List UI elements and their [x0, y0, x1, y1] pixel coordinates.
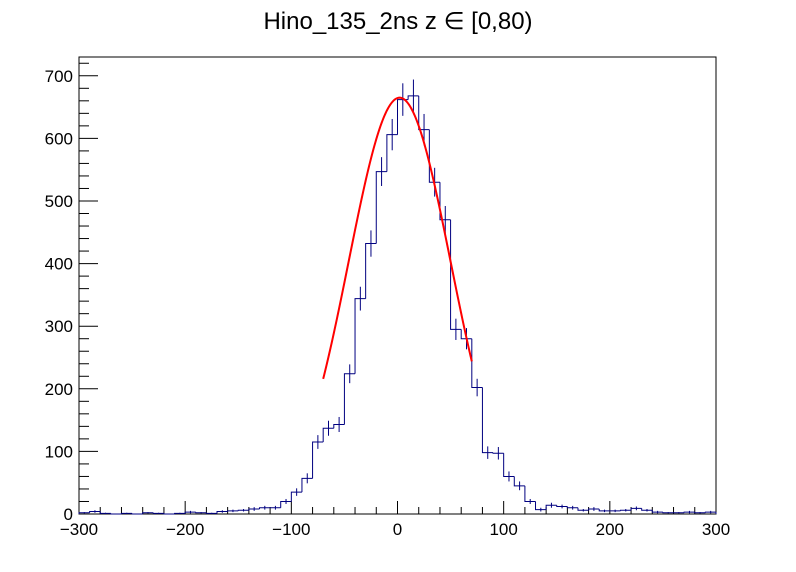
y-tick-label: 500 — [45, 192, 73, 211]
chart-title: Hino_135_2ns z ∈ [0,80) — [263, 8, 532, 35]
x-tick-label: 100 — [489, 520, 517, 539]
histogram-bin — [630, 507, 642, 511]
histogram-bin — [301, 477, 313, 493]
x-tick-label: −200 — [166, 520, 204, 539]
histogram-bin — [577, 507, 589, 511]
histogram-bin — [513, 476, 525, 487]
histogram-bin — [418, 95, 430, 131]
histogram-bin — [227, 510, 239, 512]
histogram-bin — [407, 95, 419, 100]
histogram-bin — [174, 512, 186, 514]
histogram-bin — [237, 509, 249, 511]
fit-curve-layer — [322, 96, 473, 380]
histogram-bin — [492, 452, 504, 454]
y-tick-label: 300 — [45, 317, 73, 336]
y-tick-label: 100 — [45, 442, 73, 461]
histogram-bin — [89, 510, 101, 513]
histogram-bin — [588, 508, 600, 511]
histogram-bin — [428, 129, 440, 183]
histogram-bin — [598, 508, 610, 512]
histogram-bin — [386, 134, 398, 172]
error-bars — [83, 79, 712, 514]
histogram-bin — [184, 511, 196, 514]
y-tick-label: 200 — [45, 380, 73, 399]
histogram-bin — [662, 512, 674, 514]
histogram-bin — [694, 512, 706, 514]
histogram-bin — [163, 513, 175, 515]
histogram-bin — [322, 427, 334, 443]
histogram-bin — [152, 512, 164, 514]
x-tick-label: 300 — [702, 520, 730, 539]
x-tick-label: 0 — [393, 520, 402, 539]
histogram-bin — [365, 243, 377, 299]
histogram-bin — [78, 512, 90, 514]
histogram-bins — [78, 95, 717, 515]
histogram-bin — [280, 500, 292, 508]
histogram-bin — [205, 512, 218, 514]
histogram-bin — [216, 510, 228, 514]
histogram-bin — [333, 423, 345, 429]
histogram-bin — [704, 511, 716, 513]
y-tick-label: 400 — [45, 255, 73, 274]
y-tick-label: 0 — [64, 505, 73, 524]
histogram-bin — [375, 171, 387, 244]
x-tick-label: 200 — [596, 520, 624, 539]
histogram-bin — [545, 504, 557, 510]
x-tick-label: −300 — [60, 520, 98, 539]
histogram-bin — [290, 491, 302, 502]
histogram-bin — [142, 512, 154, 514]
histogram-bin — [683, 511, 695, 513]
histogram-bin — [450, 219, 462, 330]
histogram-bin — [566, 506, 578, 509]
axis-tick-labels: −300 −200 −100 0 100 200 300 0 100 200 300 400 500 60… — [45, 67, 731, 539]
histogram-bin — [471, 338, 483, 389]
histogram-bin — [131, 513, 143, 515]
histogram-bin — [120, 512, 133, 514]
histogram-bin — [258, 507, 271, 509]
histogram-bin — [460, 329, 472, 340]
histogram-bin — [481, 387, 494, 454]
y-tick-label: 700 — [45, 67, 73, 86]
histogram-bin — [535, 501, 547, 511]
x-tick-label: −100 — [272, 520, 310, 539]
histogram-bin — [195, 512, 207, 514]
histogram-bin — [354, 298, 366, 374]
histogram-bin — [556, 505, 568, 507]
histogram-bin — [343, 373, 356, 425]
histogram-bin — [439, 182, 451, 221]
y-tick-label: 600 — [45, 129, 73, 148]
histogram-bin — [99, 511, 111, 514]
histogram-bin — [651, 510, 663, 513]
histogram-bin — [524, 485, 536, 502]
histogram-bin — [503, 453, 515, 477]
histogram-bin — [641, 508, 653, 511]
gaussian-fit-curve — [322, 96, 473, 380]
histogram-bin — [110, 513, 122, 515]
histogram-bin — [248, 508, 260, 511]
histogram-bin — [619, 509, 632, 511]
histogram-bin — [312, 441, 324, 479]
